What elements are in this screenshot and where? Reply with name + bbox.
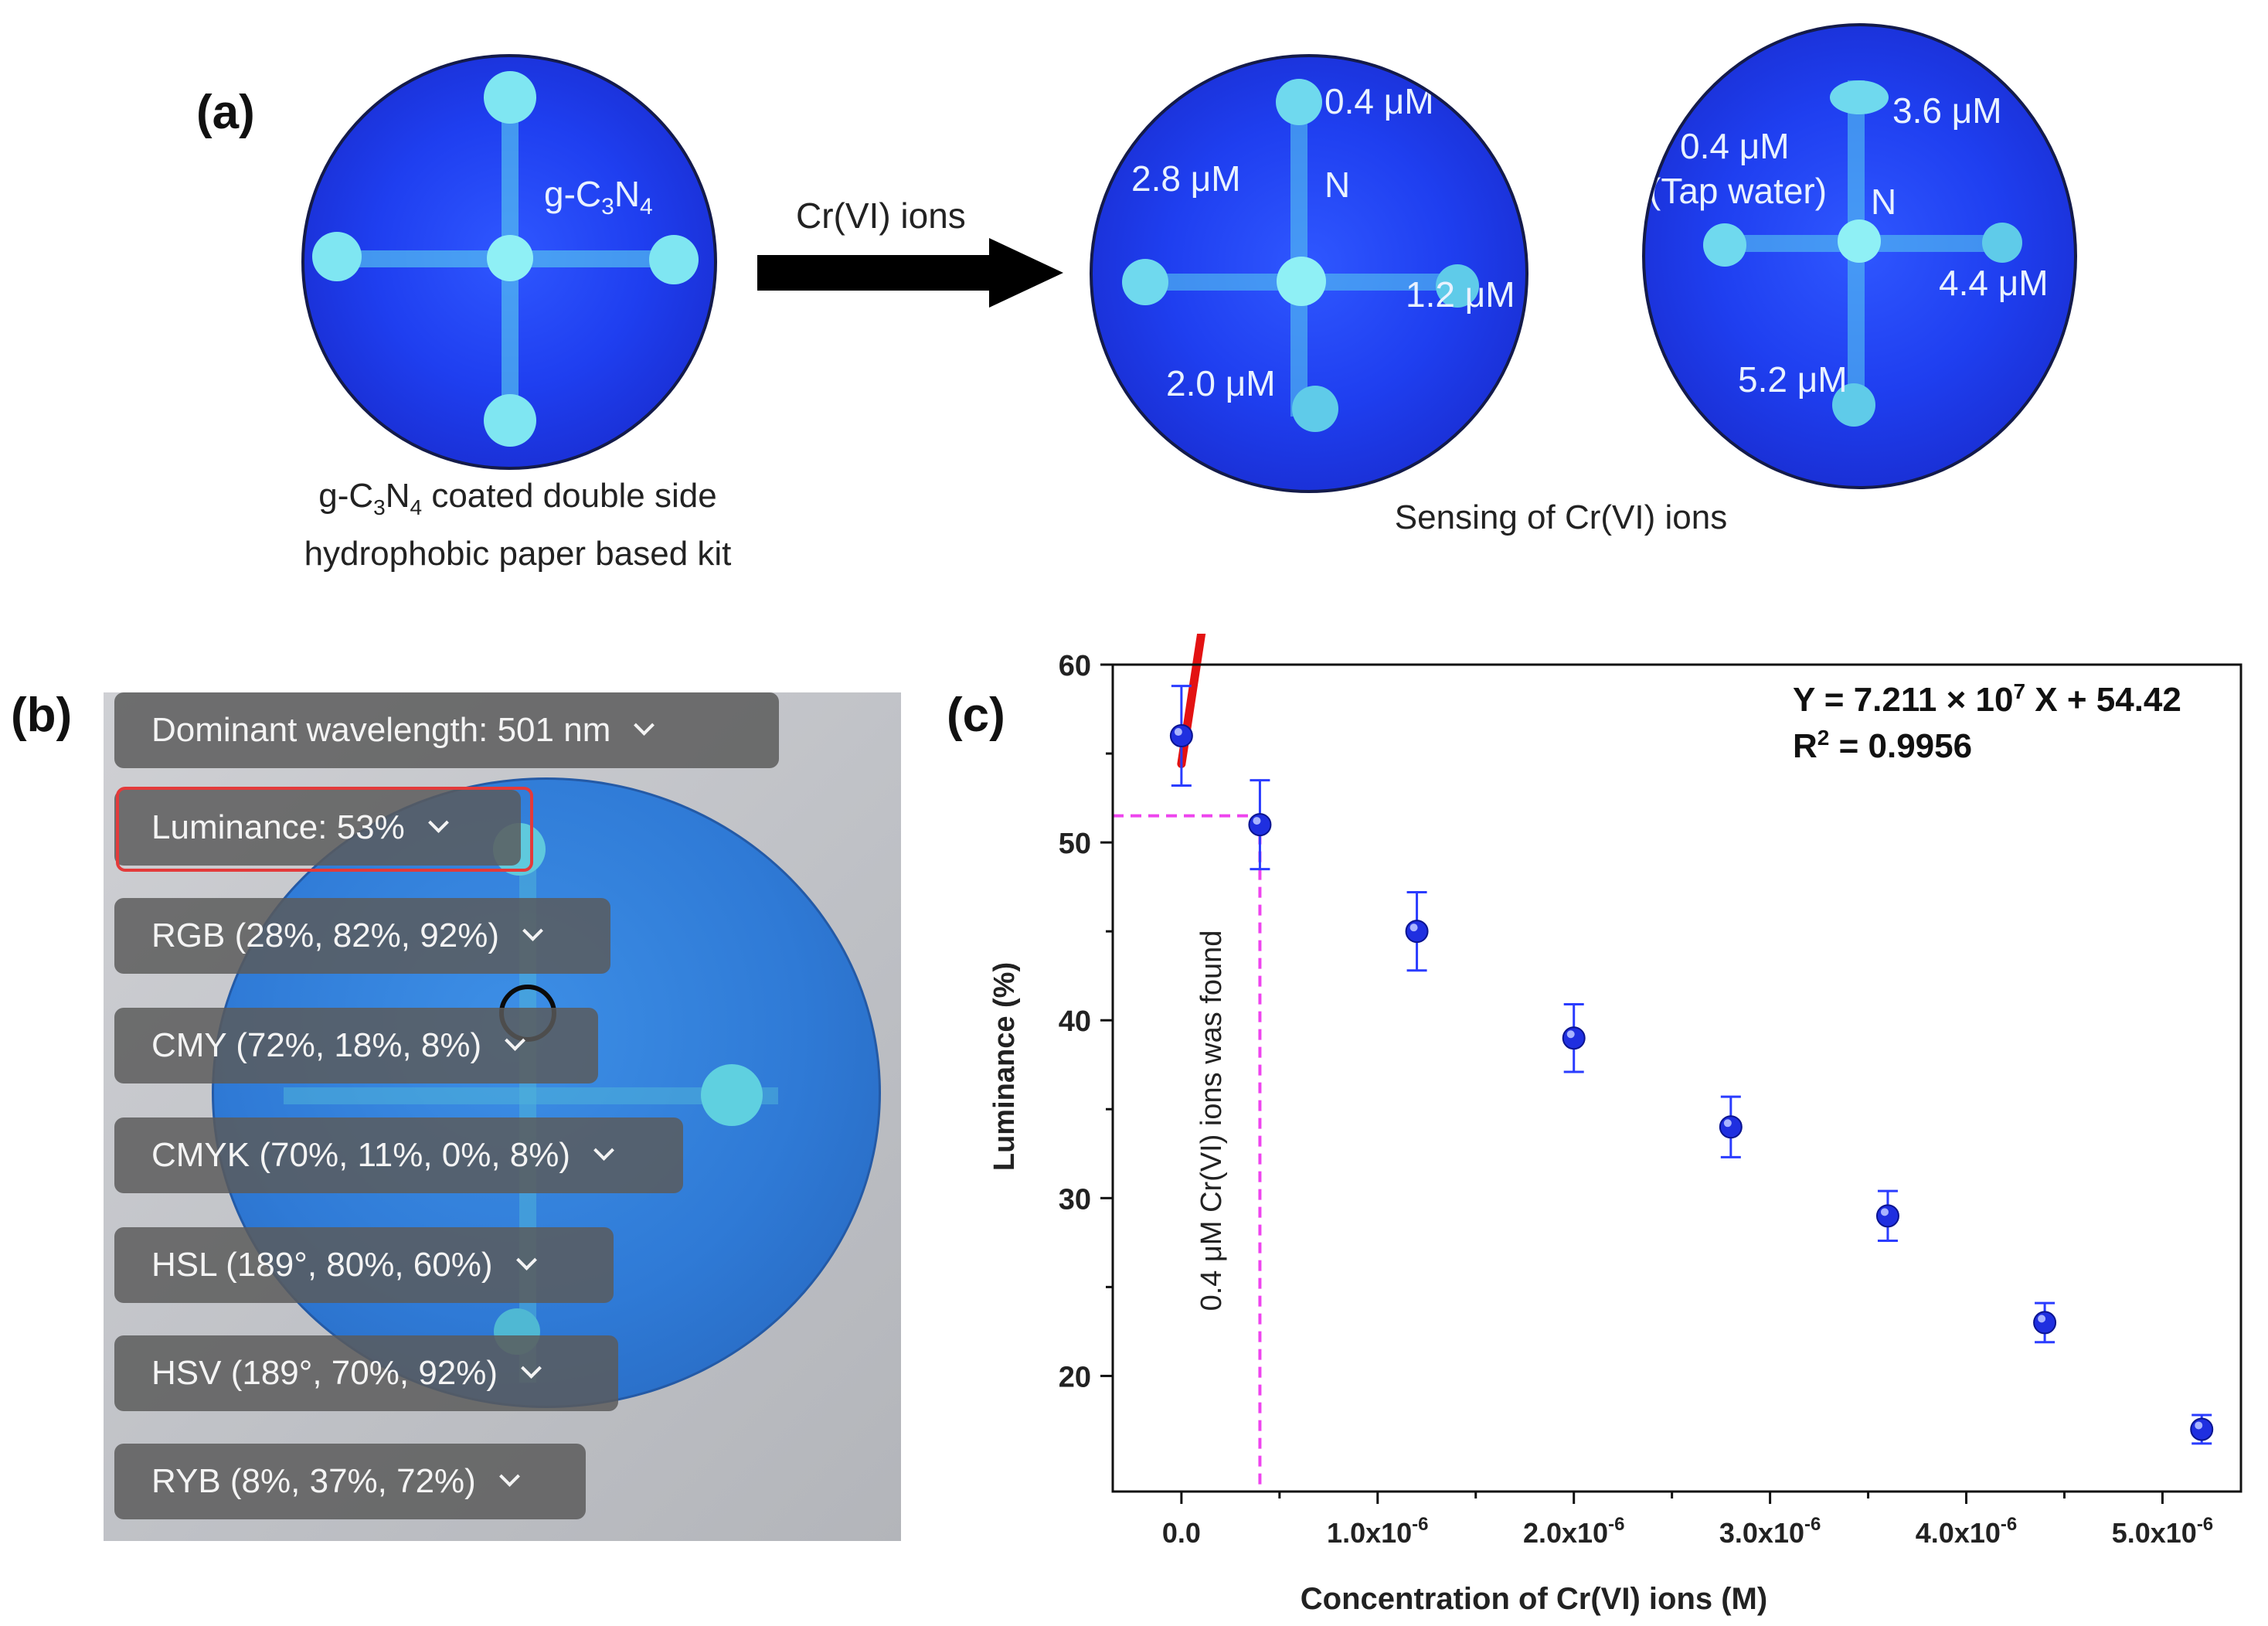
color-analyzer-screenshot: Dominant wavelength: 501 nm Luminance: 5… (104, 692, 901, 1541)
menu-item-hsl[interactable]: HSL (189°, 80%, 60%) (114, 1227, 614, 1303)
x-tick-label: 3.0x10-6 (1719, 1514, 1821, 1549)
menu-item-cmyk[interactable]: CMYK (70%, 11%, 0%, 8%) (114, 1117, 683, 1193)
x-tick-label: 4.0x10-6 (1916, 1514, 2017, 1549)
data-point-highlight (1253, 817, 1261, 825)
cross-channel-pattern (1122, 79, 1479, 432)
sensing-dish-2: 3.6 μM 0.4 μM (Tap water) N 4.4 μM 5.2 μ… (1642, 23, 2077, 489)
x-tick-label: 5.0x10-6 (2112, 1514, 2213, 1549)
chevron-down-icon (515, 1249, 537, 1271)
guide-lines (1113, 814, 1262, 1492)
data-point-highlight (1409, 924, 1418, 932)
data-point (1248, 813, 1272, 837)
y-tick-label: 40 (1059, 1005, 1091, 1038)
conc-label-4-4: 4.4 μM (1939, 263, 2049, 303)
x-tick-label: 0.0 (1162, 1517, 1201, 1549)
menu-item-cmy[interactable]: CMY (72%, 18%, 8%) (114, 1008, 598, 1083)
menu-item-dominant-wavelength[interactable]: Dominant wavelength: 501 nm (114, 692, 779, 768)
data-point (1562, 1026, 1586, 1050)
x-tick-label: 1.0x10-6 (1327, 1514, 1428, 1549)
g-c3n4-label: g-C3N4 (544, 174, 653, 220)
conc-label-1-2: 1.2 μM (1406, 274, 1515, 315)
data-point (1875, 1204, 1899, 1228)
y-tick-label: 30 (1059, 1183, 1091, 1216)
tick-labels: 20 30 40 50 60 0.0 1.0x10-6 2.0x10-6 3.0x10-6 4.0… (1059, 650, 2213, 1549)
conc-label-0-4: 0.4 μM (1324, 81, 1434, 121)
regression-equation: Y = 7.211 × 107 X + 54.42 (1793, 679, 2181, 719)
axes (1100, 663, 2242, 1504)
x-axis-label: Concentration of Cr(VI) ions (M) (1301, 1582, 1767, 1616)
conc-label-2-0: 2.0 μM (1166, 363, 1276, 403)
data-point (1169, 724, 1193, 748)
tap-water-label: (Tap water) (1649, 171, 1828, 211)
chevron-down-icon (505, 1029, 526, 1051)
sample-disk (212, 777, 881, 1408)
data-point (1405, 920, 1429, 944)
data-point (1719, 1115, 1743, 1139)
chevron-down-icon (521, 1357, 542, 1379)
data-point (2033, 1311, 2057, 1335)
arrow-label: Cr(VI) ions (796, 196, 966, 236)
conc-label-0-4-tap: 0.4 μM (1680, 126, 1790, 166)
annotation-found: 0.4 μM Cr(VI) ions was found (1195, 930, 1228, 1311)
y-tick-label: 60 (1059, 650, 1091, 682)
y-tick-label: 50 (1059, 828, 1091, 860)
menu-item-hsv[interactable]: HSV (189°, 70%, 92%) (114, 1335, 618, 1411)
menu-item-rgb[interactable]: RGB (28%, 82%, 92%) (114, 898, 610, 974)
chevron-down-icon (593, 1139, 614, 1161)
data-point-highlight (1174, 728, 1182, 736)
channel-pattern (284, 823, 778, 1383)
conc-label-3-6: 3.6 μM (1892, 90, 2002, 131)
y-axis-label: Luminance (%) (988, 962, 1021, 1171)
chevron-down-icon (498, 1465, 520, 1487)
panel-label-c: (c) (947, 689, 1005, 742)
data-points (1169, 685, 2214, 1445)
caption-sensing: Sensing of Cr(VI) ions (1394, 498, 1728, 536)
cross-channel-pattern (312, 71, 699, 447)
data-point-highlight (2038, 1315, 2046, 1323)
data-point-highlight (1566, 1030, 1575, 1039)
menu-item-ryb[interactable]: RYB (8%, 37%, 72%) (114, 1444, 586, 1519)
luminance-calibration-chart: 20 30 40 50 60 0.0 1.0x10-6 2.0x10-6 3.0x10-6 4.0… (988, 634, 2242, 1616)
menu-item-luminance[interactable]: Luminance: 53% (114, 790, 521, 866)
plot-frame (1111, 663, 2242, 1493)
caption-kit: g-C3N4 coated double side hydrophobic pa… (304, 477, 732, 573)
cross-channel-pattern (1703, 80, 2022, 427)
panel-label-b: (b) (11, 689, 73, 742)
paper-kit-dish: g-C3N4 (301, 54, 717, 470)
data-point-highlight (2195, 1421, 2203, 1430)
x-tick-label: 2.0x10-6 (1523, 1514, 1624, 1549)
r-squared: R2 = 0.9956 (1793, 726, 1972, 765)
panel-label-a: (a) (196, 86, 255, 139)
chevron-down-icon (522, 920, 543, 941)
sensing-dish-1: 0.4 μM 2.8 μM N 1.2 μM 2.0 μM (1090, 54, 1528, 493)
luminance-highlight-box (116, 787, 533, 872)
y-tick-label: 20 (1059, 1361, 1091, 1393)
data-point-highlight (1723, 1119, 1732, 1128)
conc-label-2-8: 2.8 μM (1131, 158, 1241, 199)
reaction-arrow (757, 238, 1063, 308)
center-label-n: N (1871, 182, 1897, 222)
conc-label-5-2: 5.2 μM (1738, 359, 1848, 400)
chevron-down-icon (634, 714, 655, 736)
data-point-highlight (1880, 1208, 1889, 1216)
data-point (2190, 1417, 2214, 1441)
center-label-n: N (1324, 165, 1351, 205)
